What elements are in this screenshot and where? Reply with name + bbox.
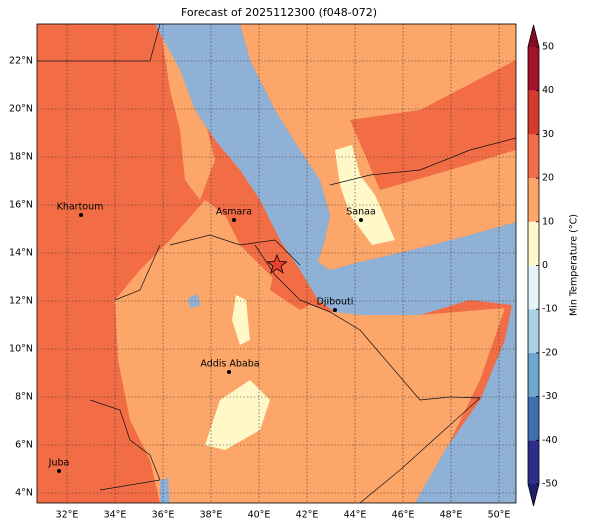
colorbar-segment xyxy=(528,396,539,441)
city-label: Addis Ababa xyxy=(200,359,259,370)
lake xyxy=(188,294,200,308)
lon-label: 50°E xyxy=(488,510,511,521)
lon-label: 46°E xyxy=(392,510,415,521)
city-dot xyxy=(79,213,83,217)
lat-label: 10°N xyxy=(9,344,33,355)
colorbar-segment xyxy=(528,134,539,179)
colorbar-tick-label: 10 xyxy=(542,216,554,227)
colorbar-tick-label: -10 xyxy=(542,304,558,315)
graticule xyxy=(37,24,516,503)
lon-label: 36°E xyxy=(152,510,175,521)
lon-label: 38°E xyxy=(200,510,223,521)
colorbar-segment xyxy=(528,47,539,91)
city-label: Juba xyxy=(48,458,70,469)
lon-label: 32°E xyxy=(56,510,79,521)
colorbar-segment xyxy=(528,178,539,222)
city-dot xyxy=(359,218,363,222)
cities: Khartoum Asmara Sanaa Djibouti Addis Aba… xyxy=(48,202,376,473)
colorbar-tick-label: -40 xyxy=(542,435,558,446)
colorbar-label: Min Temperature (°C) xyxy=(569,214,580,316)
lat-label: 18°N xyxy=(9,152,33,163)
cool-patch xyxy=(205,380,270,450)
colorbar-segment xyxy=(528,265,539,310)
lake xyxy=(160,478,170,503)
water xyxy=(155,24,516,503)
lon-label: 48°E xyxy=(440,510,463,521)
city-dot xyxy=(333,308,337,312)
map xyxy=(37,24,516,503)
lon-label: 34°E xyxy=(104,510,127,521)
warm-patch xyxy=(350,60,516,190)
colorbar-segment xyxy=(528,309,539,353)
lat-labels: 22°N 20°N 18°N 16°N 14°N 12°N 10°N 8°N 6… xyxy=(9,56,33,499)
colorbar-tick-label: -50 xyxy=(542,479,558,490)
colorbar-tick-label: 30 xyxy=(542,129,554,140)
lat-label: 6°N xyxy=(15,440,33,451)
lat-label: 8°N xyxy=(15,392,33,403)
colorbar-tick-label: 50 xyxy=(542,42,554,53)
city-label: Djibouti xyxy=(317,297,354,308)
lat-label: 14°N xyxy=(9,248,33,259)
lat-label: 12°N xyxy=(9,296,33,307)
colorbar-over xyxy=(528,25,539,47)
lat-label: 4°N xyxy=(15,488,33,499)
colorbar-segment xyxy=(528,221,539,266)
colorbar-tick-label: 0 xyxy=(542,260,548,271)
city-label: Sanaa xyxy=(346,207,376,218)
lat-label: 16°N xyxy=(9,200,33,211)
colorbar-segment xyxy=(528,90,539,135)
colorbar-tick-label: -30 xyxy=(542,391,558,402)
lon-labels: 32°E 34°E 36°E 38°E 40°E 42°E 44°E 46°E … xyxy=(56,510,511,521)
lat-label: 22°N xyxy=(9,56,33,67)
cool-patch xyxy=(335,145,395,245)
lon-label: 42°E xyxy=(296,510,319,521)
lat-label: 20°N xyxy=(9,104,33,115)
map-frame xyxy=(36,23,517,504)
city-dot xyxy=(57,469,61,473)
city-dot xyxy=(232,218,236,222)
colorbar-segment xyxy=(528,440,539,484)
colorbar-tick-label: 20 xyxy=(542,173,554,184)
colorbar-tick-label: 40 xyxy=(542,85,554,96)
salmon-region xyxy=(160,24,215,200)
lon-label: 40°E xyxy=(248,510,271,521)
event-marker xyxy=(266,253,288,274)
city-label: Asmara xyxy=(216,207,252,218)
lon-label: 44°E xyxy=(344,510,367,521)
colorbar-segment xyxy=(528,352,539,397)
title: Forecast of 2025112300 (f048-072) xyxy=(181,6,377,19)
city-label: Khartoum xyxy=(57,202,104,213)
colorbar-tick-label: -20 xyxy=(542,347,558,358)
city-dot xyxy=(227,370,231,374)
cool-patch xyxy=(232,295,250,345)
colorbar-under xyxy=(528,484,539,506)
